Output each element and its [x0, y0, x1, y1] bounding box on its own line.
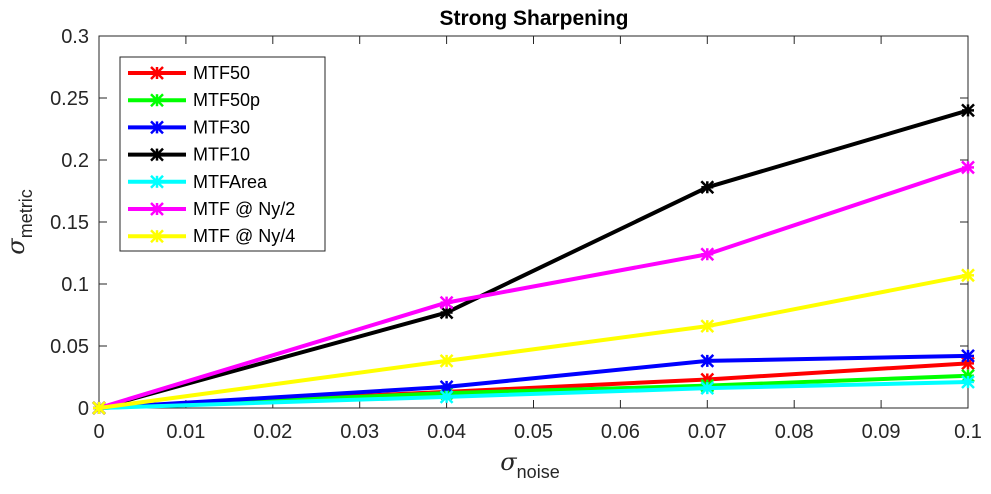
legend-marker — [150, 93, 164, 108]
series-mtf-ny-2 — [92, 160, 975, 415]
x-tick-label: 0.02 — [253, 421, 292, 443]
legend-marker — [150, 229, 164, 244]
legend-label: MTF @ Ny/2 — [193, 199, 295, 219]
x-tick-label: 0.06 — [601, 421, 640, 443]
data-point — [961, 368, 975, 383]
data-point — [700, 381, 715, 396]
y-axis-label-subscript: metric — [16, 189, 36, 238]
legend-item: MTF @ Ny/4 — [128, 226, 295, 246]
data-point — [961, 268, 975, 283]
x-tick-label: 0 — [93, 421, 104, 443]
data-point — [961, 160, 975, 175]
x-axis-label-symbol: σ — [500, 448, 517, 476]
legend-item: MTF30 — [128, 117, 250, 137]
series-line — [98, 379, 969, 410]
data-point — [961, 103, 975, 118]
x-axis: 0 0.01 0.02 0.03 0.04 0.05 0.06 0.07 0.08 0.09 0.1 — [93, 36, 982, 443]
legend-item: MTF50 — [128, 63, 250, 83]
y-tick-label: 0.2 — [61, 150, 89, 172]
legend-label: MTF30 — [193, 117, 250, 137]
legend-item: MTF50p — [128, 90, 260, 110]
x-tick-label: 0.08 — [775, 421, 814, 443]
y-tick-label: 0.05 — [50, 336, 89, 358]
legend-label: MTF50 — [193, 63, 250, 83]
y-axis: 0 0.05 0.1 0.15 0.2 0.25 0.3 — [50, 26, 968, 420]
series-layer — [92, 103, 975, 415]
y-tick-label: 0 — [78, 398, 89, 420]
legend: MTF50 MTF50p MTF30 MTF10 MTFArea MTF @ Ny/2 MT… — [119, 56, 326, 252]
x-tick-label: 0.07 — [688, 421, 727, 443]
x-tick-label: 0.03 — [340, 421, 379, 443]
legend-item: MTFArea — [128, 172, 268, 192]
series-line — [98, 165, 969, 410]
x-tick-label: 0.05 — [514, 421, 553, 443]
chart-title: Strong Sharpening — [440, 7, 629, 30]
x-tick-label: 0.1 — [954, 421, 982, 443]
data-point — [439, 295, 454, 310]
series-line — [98, 273, 969, 410]
y-tick-label: 0.25 — [50, 88, 89, 110]
x-tick-label: 0.04 — [427, 421, 466, 443]
data-point — [92, 401, 106, 415]
y-tick-label: 0.15 — [50, 212, 89, 234]
y-tick-label: 0.1 — [61, 274, 89, 296]
data-point — [700, 353, 715, 368]
series-line — [98, 108, 969, 410]
data-point — [961, 375, 975, 389]
data-point — [439, 389, 454, 404]
data-point — [439, 353, 454, 368]
y-tick-label: 0.3 — [61, 26, 89, 48]
x-axis-label-subscript: noise — [517, 462, 560, 482]
y-axis-label: σmetric — [2, 189, 36, 254]
legend-item: MTF10 — [128, 145, 250, 165]
legend-marker — [150, 120, 164, 135]
legend-label: MTF10 — [193, 145, 250, 165]
legend-label: MTF @ Ny/4 — [193, 226, 295, 246]
legend-label: MTFArea — [193, 172, 268, 192]
data-point — [700, 319, 715, 334]
data-point — [700, 247, 715, 262]
legend-marker — [150, 147, 164, 162]
series-line — [98, 353, 969, 410]
legend-label: MTF50p — [193, 90, 260, 110]
y-axis-label-symbol: σ — [2, 238, 30, 255]
legend-marker — [150, 202, 164, 216]
legend-marker — [150, 174, 164, 189]
series-mtf-ny-4 — [92, 268, 975, 415]
legend-marker — [150, 66, 164, 80]
legend-item: MTF @ Ny/2 — [128, 199, 295, 219]
x-axis-label: σnoise — [500, 448, 559, 482]
x-tick-label: 0.09 — [862, 421, 901, 443]
x-tick-label: 0.01 — [166, 421, 205, 443]
data-point — [700, 180, 715, 195]
data-point — [961, 349, 975, 363]
